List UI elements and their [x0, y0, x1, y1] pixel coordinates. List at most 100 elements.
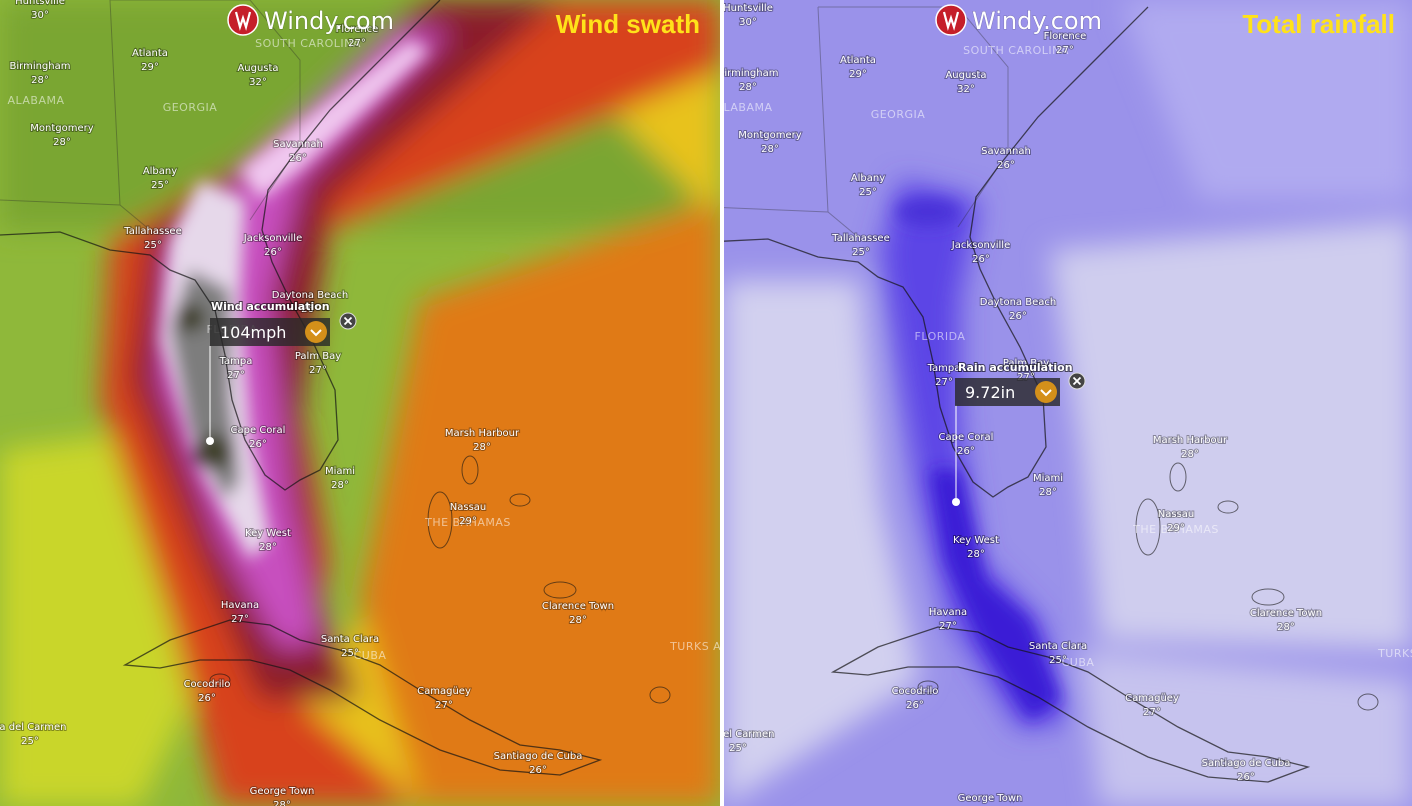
city-temp: 30° — [31, 10, 49, 21]
close-button[interactable] — [339, 312, 357, 330]
city-temp: 26° — [1237, 772, 1255, 783]
city-name: Tallahassee — [123, 226, 181, 237]
region-label: THE BAHAMAS — [1132, 523, 1219, 536]
city-name: Atlanta — [840, 55, 876, 66]
city-temp: 25° — [1049, 655, 1067, 666]
city-name: George Town — [250, 786, 315, 797]
city-temp: 26° — [529, 765, 547, 776]
cuba-coast — [122, 619, 603, 776]
city-temp: 29° — [1167, 523, 1185, 534]
region-label: GEORGIA — [871, 108, 926, 121]
city-temp: 26° — [289, 153, 307, 164]
city-name: Cocodrilo — [892, 686, 939, 697]
close-button[interactable] — [1068, 372, 1086, 390]
city-name: Cape Coral — [939, 432, 994, 443]
city-temp: 27° — [348, 38, 366, 49]
dropdown-chevron — [310, 329, 322, 337]
city-temp: 26° — [198, 693, 216, 704]
city-name: Huntsville — [15, 0, 65, 7]
state-borders — [0, 0, 301, 231]
city-temp: 29° — [849, 69, 867, 80]
city-temp: 28° — [1181, 449, 1199, 460]
city-temp: 28° — [273, 800, 291, 806]
city-temp: 26° — [264, 247, 282, 258]
region-label: TURKS AN — [1377, 647, 1412, 660]
city-temp: 28° — [473, 442, 491, 453]
city-temp: 28° — [739, 82, 757, 93]
region-label: ALABAMA — [7, 94, 64, 107]
city-name: Tampa — [927, 363, 961, 374]
logo-text: Windy.com — [972, 7, 1102, 35]
city-temp: 27° — [1056, 45, 1074, 56]
city-name: Key West — [245, 528, 291, 539]
city-name: Augusta — [945, 70, 986, 81]
city-name: Nassau — [450, 502, 487, 513]
rain-map — [724, 0, 1412, 806]
city-temp: 27° — [231, 614, 249, 625]
city-name: Clarence Town — [542, 601, 614, 612]
city-temp: 25° — [859, 187, 877, 198]
city-name: Santiago de Cuba — [494, 751, 583, 762]
city-name: Havana — [929, 607, 967, 618]
city-temp: 27° — [935, 377, 953, 388]
popup-label: Rain accumulation — [958, 361, 1073, 374]
city-name: Clarence Town — [1250, 608, 1322, 619]
city-name: Miami — [325, 466, 355, 477]
logo-text: Windy.com — [264, 7, 394, 35]
panel-title: Total rainfall — [1242, 9, 1395, 39]
city-name: Jacksonville — [243, 233, 302, 244]
city-temp: 25° — [341, 648, 359, 659]
city-name: Albany — [143, 166, 177, 177]
dropdown-button[interactable] — [1035, 381, 1057, 403]
city-temp: 26° — [249, 439, 267, 450]
city-temp: 26° — [957, 446, 975, 457]
popup-dropdown[interactable] — [1035, 381, 1057, 403]
popup-label: Wind accumulation — [211, 300, 330, 313]
city-name: George Town — [958, 793, 1023, 804]
city-temp: 25° — [144, 240, 162, 251]
city-name: Birmingham — [10, 61, 71, 72]
city-name: Jacksonville — [951, 240, 1010, 251]
dropdown-chevron — [1040, 389, 1052, 397]
city-name: Savannah — [273, 139, 323, 150]
region-label: FLORIDA — [915, 330, 966, 343]
dropdown-button[interactable] — [305, 321, 327, 343]
island — [1169, 462, 1187, 492]
city-name: Key West — [953, 535, 999, 546]
close-x — [1072, 376, 1082, 386]
city-name: Tampa — [219, 356, 253, 367]
city-temp: 25° — [151, 180, 169, 191]
popup-dropdown[interactable] — [305, 321, 327, 343]
island — [1357, 693, 1379, 711]
city-temp: 25° — [21, 736, 39, 747]
city-name: Montgomery — [738, 130, 801, 141]
island — [209, 673, 231, 687]
city-name: Augusta — [237, 63, 278, 74]
island — [427, 491, 453, 549]
island — [1217, 500, 1239, 514]
city-temp: 28° — [259, 542, 277, 553]
city-temp: 26° — [997, 160, 1015, 171]
city-name: Santiago de Cuba — [1202, 758, 1291, 769]
logo-mark — [234, 11, 252, 31]
city-temp: 26° — [972, 254, 990, 265]
city-name: Miami — [1033, 473, 1063, 484]
pin-dot — [206, 437, 214, 445]
popup-value: 104mph — [220, 323, 286, 342]
city-temp: 26° — [301, 304, 319, 315]
city-name: Daytona Beach — [980, 297, 1056, 308]
city-name: Havana — [221, 600, 259, 611]
cuba-coast — [830, 626, 1311, 783]
city-name: Tallahassee — [831, 233, 889, 244]
city-temp: 27° — [309, 365, 327, 376]
city-temp: 28° — [331, 480, 349, 491]
city-name: Albany — [851, 173, 885, 184]
region-label: SOUTH CAROLINA — [255, 37, 361, 50]
city-temp: 25° — [852, 247, 870, 258]
coastline — [0, 0, 441, 491]
divider — [720, 0, 724, 806]
region-label: GEORGIA — [163, 101, 218, 114]
